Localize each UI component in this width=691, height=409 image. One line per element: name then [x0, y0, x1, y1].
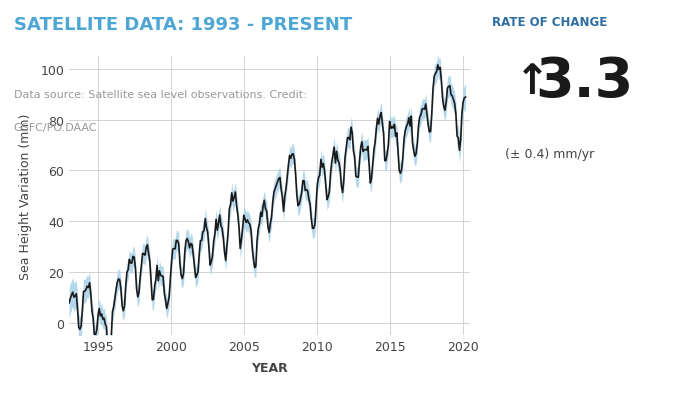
Text: ↑: ↑ [515, 61, 549, 103]
Text: GSFC/PO.DAAC: GSFC/PO.DAAC [14, 123, 97, 133]
Text: RATE OF CHANGE: RATE OF CHANGE [492, 16, 607, 29]
Text: SATELLITE DATA: 1993 - PRESENT: SATELLITE DATA: 1993 - PRESENT [14, 16, 352, 34]
X-axis label: YEAR: YEAR [251, 362, 288, 375]
Y-axis label: Sea Height Variation (mm): Sea Height Variation (mm) [19, 113, 32, 279]
Text: (± 0.4) mm/yr: (± 0.4) mm/yr [504, 147, 594, 160]
Text: Data source: Satellite sea level observations. Credit:: Data source: Satellite sea level observa… [14, 90, 307, 100]
Text: 3.3: 3.3 [536, 55, 634, 109]
